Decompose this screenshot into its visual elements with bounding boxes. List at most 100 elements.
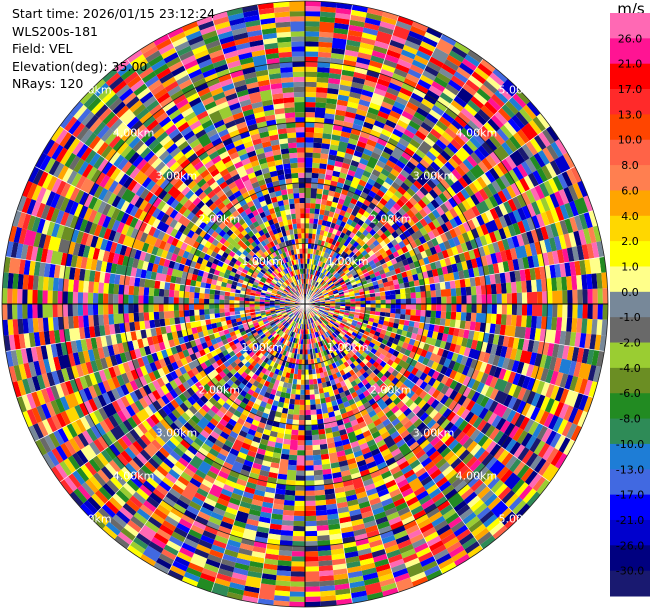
ray-gates — [173, 412, 213, 458]
ray-gates — [342, 343, 391, 395]
ray-gates — [296, 445, 305, 466]
range-ring-label: 2.00km — [370, 384, 412, 397]
ray-gates — [129, 167, 141, 180]
ray-gates — [386, 326, 393, 333]
ray-gates — [175, 276, 182, 285]
ray-gates — [212, 16, 230, 26]
ray-gates — [413, 431, 468, 493]
ray-gates — [345, 150, 363, 182]
ray-gates — [385, 410, 464, 509]
ray-gates — [165, 104, 300, 296]
colorbar-swatch — [610, 519, 650, 546]
ray-gates — [390, 168, 400, 178]
ray-gates — [266, 214, 302, 295]
colorbar-swatch — [610, 418, 650, 445]
ray-gates — [164, 315, 201, 327]
ray-gates — [310, 46, 468, 296]
ray-gates — [387, 484, 432, 558]
ray-gates — [341, 285, 348, 290]
ray-gates — [178, 465, 221, 529]
ray-gates — [74, 404, 85, 419]
ray-gates — [310, 358, 318, 385]
ray-line — [257, 4, 306, 305]
ray-gates — [521, 219, 569, 246]
ray-gates — [195, 235, 204, 244]
ray-gates — [500, 314, 558, 331]
ray-gates — [420, 475, 481, 554]
ray-gates — [516, 194, 527, 208]
ray-gates — [291, 383, 297, 390]
ray-gates — [296, 435, 305, 471]
colorbar-swatch — [610, 63, 650, 90]
ray-gates — [239, 99, 279, 208]
ray-gates — [319, 317, 463, 454]
ray-gates — [378, 333, 386, 339]
colorbar-swatch — [610, 165, 650, 191]
ray-gates — [311, 419, 318, 425]
ray-gates — [21, 197, 112, 240]
ray-gates — [334, 360, 341, 367]
ray-gates — [327, 251, 338, 266]
ray-gates — [328, 364, 429, 587]
ray-gates — [457, 363, 522, 399]
ray-gates — [471, 523, 487, 537]
ray-gates — [166, 478, 214, 552]
ray-gates — [173, 310, 180, 318]
ray-gates — [403, 191, 413, 201]
ray-gates — [319, 261, 324, 268]
ray-gates — [119, 309, 286, 364]
ray-gates — [309, 305, 560, 400]
ray-gates — [22, 180, 33, 198]
colorbar-tick-label: -2.0 — [619, 337, 640, 350]
ray-gates — [305, 480, 315, 486]
ray-gates — [109, 118, 166, 173]
ray-gates — [343, 213, 383, 259]
ray-gates — [174, 41, 190, 52]
ray-line — [126, 58, 306, 305]
ray-gates — [545, 383, 555, 399]
ray-gates — [405, 304, 417, 310]
ray-gates — [260, 22, 276, 30]
ray-gates — [367, 107, 380, 116]
ray-gates — [361, 197, 589, 286]
ray-gates — [588, 381, 598, 398]
ray-gates — [377, 221, 437, 262]
colorbar-tick-label: -6.0 — [619, 387, 640, 400]
ray-gates — [425, 405, 435, 416]
ray-gates — [279, 56, 293, 63]
ray-gates — [196, 110, 209, 121]
ray-gates — [305, 541, 318, 547]
ray-gates — [144, 75, 278, 264]
ray-gates — [395, 297, 437, 304]
ray-gates — [415, 369, 424, 379]
ray-line — [16, 210, 306, 305]
ray-gates — [180, 334, 280, 450]
colorbar-tick-label: 13.0 — [618, 108, 643, 121]
ray-gates — [226, 7, 258, 85]
ray-gates — [312, 353, 317, 359]
ray-gates — [380, 294, 497, 304]
ray-gates — [423, 75, 483, 147]
ray-gates — [93, 382, 157, 423]
ray-gates — [402, 155, 478, 222]
ray-gates — [224, 269, 282, 295]
ray-line — [304, 303, 520, 519]
ray-gates — [192, 520, 207, 531]
ray-gates — [93, 185, 104, 199]
range-ring-label: 3.00km — [413, 427, 455, 440]
ray-gates — [191, 327, 198, 335]
ray-gates — [305, 536, 318, 542]
ray-gates — [431, 249, 513, 277]
ray-gates — [494, 390, 522, 412]
ray-gates — [398, 442, 460, 525]
elevation-label: Elevation(deg): 35.00 — [12, 58, 148, 74]
ray-gates — [324, 298, 330, 301]
ray-gates — [292, 379, 301, 425]
ray-gates — [290, 475, 305, 577]
ray-gates — [216, 189, 294, 289]
ray-gates — [500, 346, 508, 358]
ray-gates — [420, 310, 426, 317]
ray-gates — [519, 261, 577, 282]
ray-gates — [465, 515, 480, 529]
ray-gates — [409, 315, 506, 336]
